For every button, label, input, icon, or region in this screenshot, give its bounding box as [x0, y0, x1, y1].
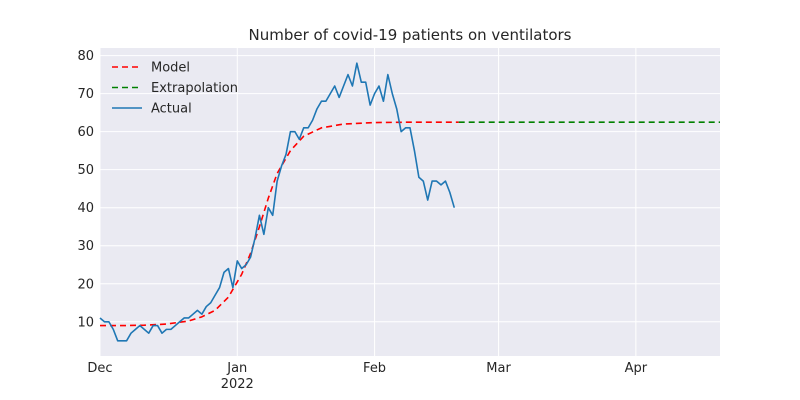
- x-tick-label: Feb: [363, 361, 386, 376]
- y-tick-label: 10: [77, 315, 94, 330]
- legend-label-extrapolation: Extrapolation: [151, 81, 238, 96]
- series-layer: [99, 62, 720, 342]
- y-tick-label: 40: [77, 201, 94, 216]
- x-tick-label: Dec: [87, 361, 112, 376]
- y-tick-label: 20: [77, 277, 94, 292]
- chart-title: Number of covid-19 patients on ventilato…: [249, 26, 572, 44]
- y-tick-label: 60: [77, 125, 94, 140]
- y-tick-label: 80: [77, 49, 94, 64]
- grid: [99, 48, 720, 356]
- y-tick-label: 30: [77, 239, 94, 254]
- x-tick-label: Jan: [226, 361, 247, 376]
- series-line-actual: [99, 62, 456, 342]
- y-tick-label: 50: [77, 163, 94, 178]
- plot-area: [100, 48, 720, 356]
- y-axis-ticks: 10 20 30 40 50 60 70 80: [77, 49, 94, 330]
- x-tick-sublabel: 2022: [221, 377, 254, 392]
- legend-label-model: Model: [151, 61, 190, 76]
- y-tick-label: 70: [77, 87, 94, 102]
- legend-label-actual: Actual: [151, 102, 192, 117]
- x-tick-label: Apr: [625, 361, 648, 376]
- x-tick-label: Mar: [486, 361, 511, 376]
- legend: Model Extrapolation Actual: [112, 61, 238, 117]
- series-line-model: [100, 121, 459, 327]
